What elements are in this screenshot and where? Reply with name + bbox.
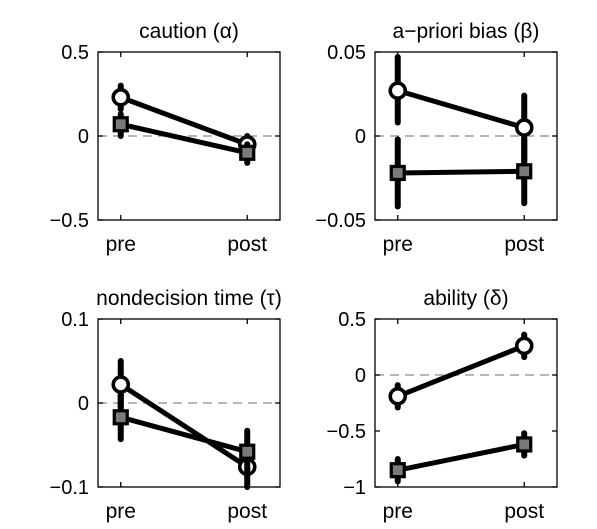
- series-circle: [111, 358, 257, 490]
- panel-apriori-bias: a−priori bias (β) −0.05 0 0.05 pre post: [315, 20, 558, 256]
- data-point-square: [239, 443, 256, 460]
- y-tick-label: 0: [78, 126, 89, 148]
- panel-title: ability (δ): [423, 287, 508, 310]
- data-point-square: [516, 163, 533, 180]
- x-tick-label: post: [504, 233, 544, 256]
- panel-caution: caution (α) −0.5 0 0.5 pre post: [50, 20, 281, 256]
- data-point-square: [516, 436, 533, 453]
- x-tick-label: post: [227, 500, 267, 523]
- y-tick-label: −1: [343, 477, 366, 499]
- y-tick-label: −0.05: [315, 210, 366, 232]
- data-point-circle: [388, 81, 408, 100]
- panel-title: nondecision time (τ): [96, 287, 282, 310]
- data-point-square: [389, 164, 406, 182]
- panel-title: a−priori bias (β): [393, 20, 540, 43]
- plot-area-frame: [97, 318, 281, 488]
- y-tick-label: 0: [355, 365, 366, 387]
- y-tick-label: −0.1: [50, 477, 89, 499]
- series-line: [397, 168, 525, 176]
- data-point-circle: [514, 336, 534, 356]
- x-tick-label: post: [227, 233, 267, 256]
- plot-area-frame: [374, 318, 558, 488]
- panel-ability: ability (δ) −1 −0.5 0 0.5 pre post: [327, 287, 558, 523]
- series-circle: [388, 54, 534, 165]
- x-tick-label: pre: [106, 233, 136, 256]
- series-square: [389, 430, 533, 485]
- data-point-square: [112, 409, 129, 426]
- y-tick-label: −0.5: [50, 210, 89, 232]
- series-line: [119, 95, 249, 147]
- panel-title: caution (α): [139, 20, 239, 43]
- series-line: [397, 441, 525, 473]
- x-tick-label: post: [504, 500, 544, 523]
- plot-area-frame: [97, 51, 281, 221]
- y-tick-label: 0.5: [61, 42, 89, 64]
- series-circle: [388, 331, 534, 411]
- data-point-circle: [111, 88, 131, 107]
- series-line: [120, 121, 248, 156]
- y-tick-label: 0.05: [327, 42, 366, 64]
- x-tick-label: pre: [383, 233, 413, 256]
- series-line: [119, 382, 249, 469]
- data-point-square: [389, 462, 406, 479]
- data-point-square: [239, 144, 256, 161]
- y-tick-label: 0: [78, 393, 89, 415]
- series-circle: [111, 82, 257, 156]
- panel-nondecision-time: nondecision time (τ) −0.1 0 0.1 pre post: [50, 287, 282, 523]
- series-square: [112, 391, 256, 475]
- x-tick-label: pre: [106, 500, 136, 523]
- data-point-circle: [514, 118, 534, 137]
- y-tick-label: −0.5: [327, 421, 366, 443]
- data-point-square: [112, 116, 129, 133]
- x-tick-label: pre: [383, 500, 413, 523]
- data-point-circle: [388, 386, 408, 406]
- series-line: [120, 414, 248, 455]
- y-tick-label: 0.1: [61, 309, 89, 331]
- data-point-circle: [111, 375, 131, 394]
- y-tick-label: 0.5: [338, 309, 366, 331]
- series-line: [396, 343, 526, 399]
- series-square: [389, 136, 533, 210]
- series-line: [397, 88, 525, 130]
- plot-area-frame: [374, 51, 558, 221]
- series-square: [112, 111, 256, 166]
- y-tick-label: 0: [355, 126, 366, 148]
